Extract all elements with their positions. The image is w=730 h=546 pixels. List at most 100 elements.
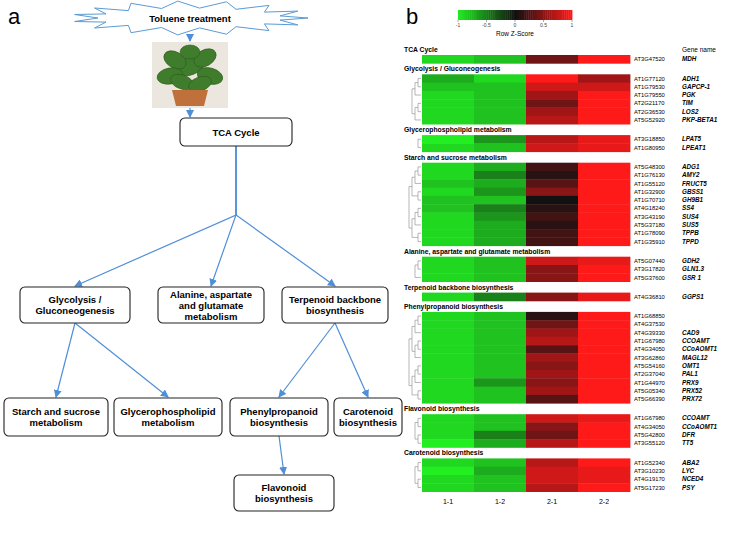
heatmap-cell xyxy=(526,345,578,354)
label-line: Flavonoid xyxy=(262,482,307,493)
gene-name: PRX52 xyxy=(682,387,702,394)
group-title: Phenylpropanoid biosynthesis xyxy=(404,303,503,311)
heatmap-cell xyxy=(578,337,630,346)
heatmap-cell xyxy=(578,467,630,476)
heatmap-cell xyxy=(422,179,474,188)
pot xyxy=(172,90,208,106)
gene-id: AT5G66390 xyxy=(634,396,665,402)
dendrogram xyxy=(415,213,421,225)
heatmap-cell xyxy=(422,237,474,246)
arrow xyxy=(236,146,335,286)
gene-name: PSY xyxy=(682,484,695,491)
heatmap-cell xyxy=(578,431,630,440)
dendrogram xyxy=(418,341,421,349)
label-line: Phenylpropanoid xyxy=(240,406,318,417)
heatmap-cell xyxy=(474,423,526,432)
group-title: Glycerophospholipid metabolism xyxy=(404,126,512,134)
arrow xyxy=(211,146,236,286)
heatmap-cell xyxy=(578,237,630,246)
label-line: Glycerophospholipid xyxy=(120,406,215,417)
label-line: Carotenoid xyxy=(343,406,393,417)
heatmap-cell xyxy=(422,188,474,197)
gene-name: OMT1 xyxy=(682,362,700,369)
heatmap-cell xyxy=(526,312,578,321)
gene-name: LYC xyxy=(682,467,695,474)
gene-name: FRUCT5 xyxy=(682,180,707,187)
gene-id: AT4G18240 xyxy=(634,205,665,211)
heatmap-cell xyxy=(578,204,630,213)
group-title: Carotenoid biosynthesis xyxy=(404,449,484,457)
gene-name: CAD9 xyxy=(682,329,700,336)
heatmap-cell xyxy=(474,204,526,213)
heatmap-cell xyxy=(474,362,526,371)
heatmap-cell xyxy=(422,395,474,404)
dendrogram xyxy=(415,171,421,183)
heatmap-cell xyxy=(578,293,630,302)
gene-id: AT3G55120 xyxy=(634,440,665,446)
heatmap-cell xyxy=(526,83,578,92)
node-box xyxy=(20,287,130,323)
heatmap-cell xyxy=(526,237,578,246)
gene-id: AT2G37040 xyxy=(634,371,665,377)
heatmap-cell xyxy=(578,483,630,492)
arrow xyxy=(75,146,236,286)
heatmap-cell xyxy=(474,458,526,467)
arrow xyxy=(335,323,368,397)
label-line: Glycolysis / xyxy=(49,294,102,305)
dendrogram xyxy=(415,265,421,277)
heatmap-cell xyxy=(578,257,630,266)
gene-name: LPAT5 xyxy=(682,135,702,142)
gene-name: GAPCP-1 xyxy=(682,83,710,90)
gene-id: AT5G07440 xyxy=(634,258,665,264)
heatmap-cell xyxy=(474,265,526,274)
gene-id: AT3G47520 xyxy=(634,56,665,62)
gene-id: AT5G37180 xyxy=(634,222,665,228)
gene-id: AT4G39330 xyxy=(634,330,665,336)
dendrogram xyxy=(418,167,421,175)
heatmap-cell xyxy=(474,99,526,108)
heatmap-cell xyxy=(422,431,474,440)
dendrogram xyxy=(418,139,421,147)
heatmap-cell xyxy=(474,143,526,152)
gene-name: CCOAMT xyxy=(682,414,711,421)
dendrogram xyxy=(412,376,418,395)
gene-name: SUS5 xyxy=(682,221,699,228)
node-label: Carotenoidbiosynthesis xyxy=(339,406,397,428)
heatmap-cell xyxy=(422,329,474,338)
heatmap-cell xyxy=(578,395,630,404)
gene-id: AT5G37600 xyxy=(634,275,665,281)
heatmap-cell xyxy=(578,387,630,396)
heatmap-cell xyxy=(474,257,526,266)
gene-name: GDH2 xyxy=(682,257,700,264)
gene-name: LOS2 xyxy=(682,108,699,115)
heatmap-cell xyxy=(422,320,474,329)
gene-id: AT3G18850 xyxy=(634,136,665,142)
heatmap-cell xyxy=(526,395,578,404)
heatmap-cell xyxy=(422,439,474,448)
heatmap-cell xyxy=(578,362,630,371)
node-box xyxy=(334,398,402,436)
heatmap-cell xyxy=(422,378,474,387)
node-box xyxy=(180,118,292,146)
gene-name: LPEAT1 xyxy=(682,144,706,151)
dendrogram xyxy=(415,423,418,440)
heatmap-cell xyxy=(422,99,474,108)
heatmap-cell xyxy=(526,273,578,282)
dendrogram xyxy=(412,177,418,196)
group-title: TCA Cycle xyxy=(404,46,438,54)
heatmap-cell xyxy=(526,329,578,338)
heatmap-cell xyxy=(578,116,630,125)
heatmap-cell xyxy=(422,467,474,476)
heatmap-cell xyxy=(474,55,526,64)
heatmap-cell xyxy=(526,108,578,117)
node-label: Flavonoidbiosynthesis xyxy=(255,482,313,504)
gene-id: AT1G80950 xyxy=(634,145,665,151)
heatmap-cell xyxy=(526,353,578,362)
gene-id: AT1G35910 xyxy=(634,239,665,245)
heatmap-cell xyxy=(578,74,630,83)
arrow xyxy=(279,436,284,474)
label-line: biosynthesis xyxy=(250,417,308,428)
heatmap-cell xyxy=(526,378,578,387)
arrow xyxy=(189,34,190,41)
column-label: 1-2 xyxy=(495,498,505,505)
